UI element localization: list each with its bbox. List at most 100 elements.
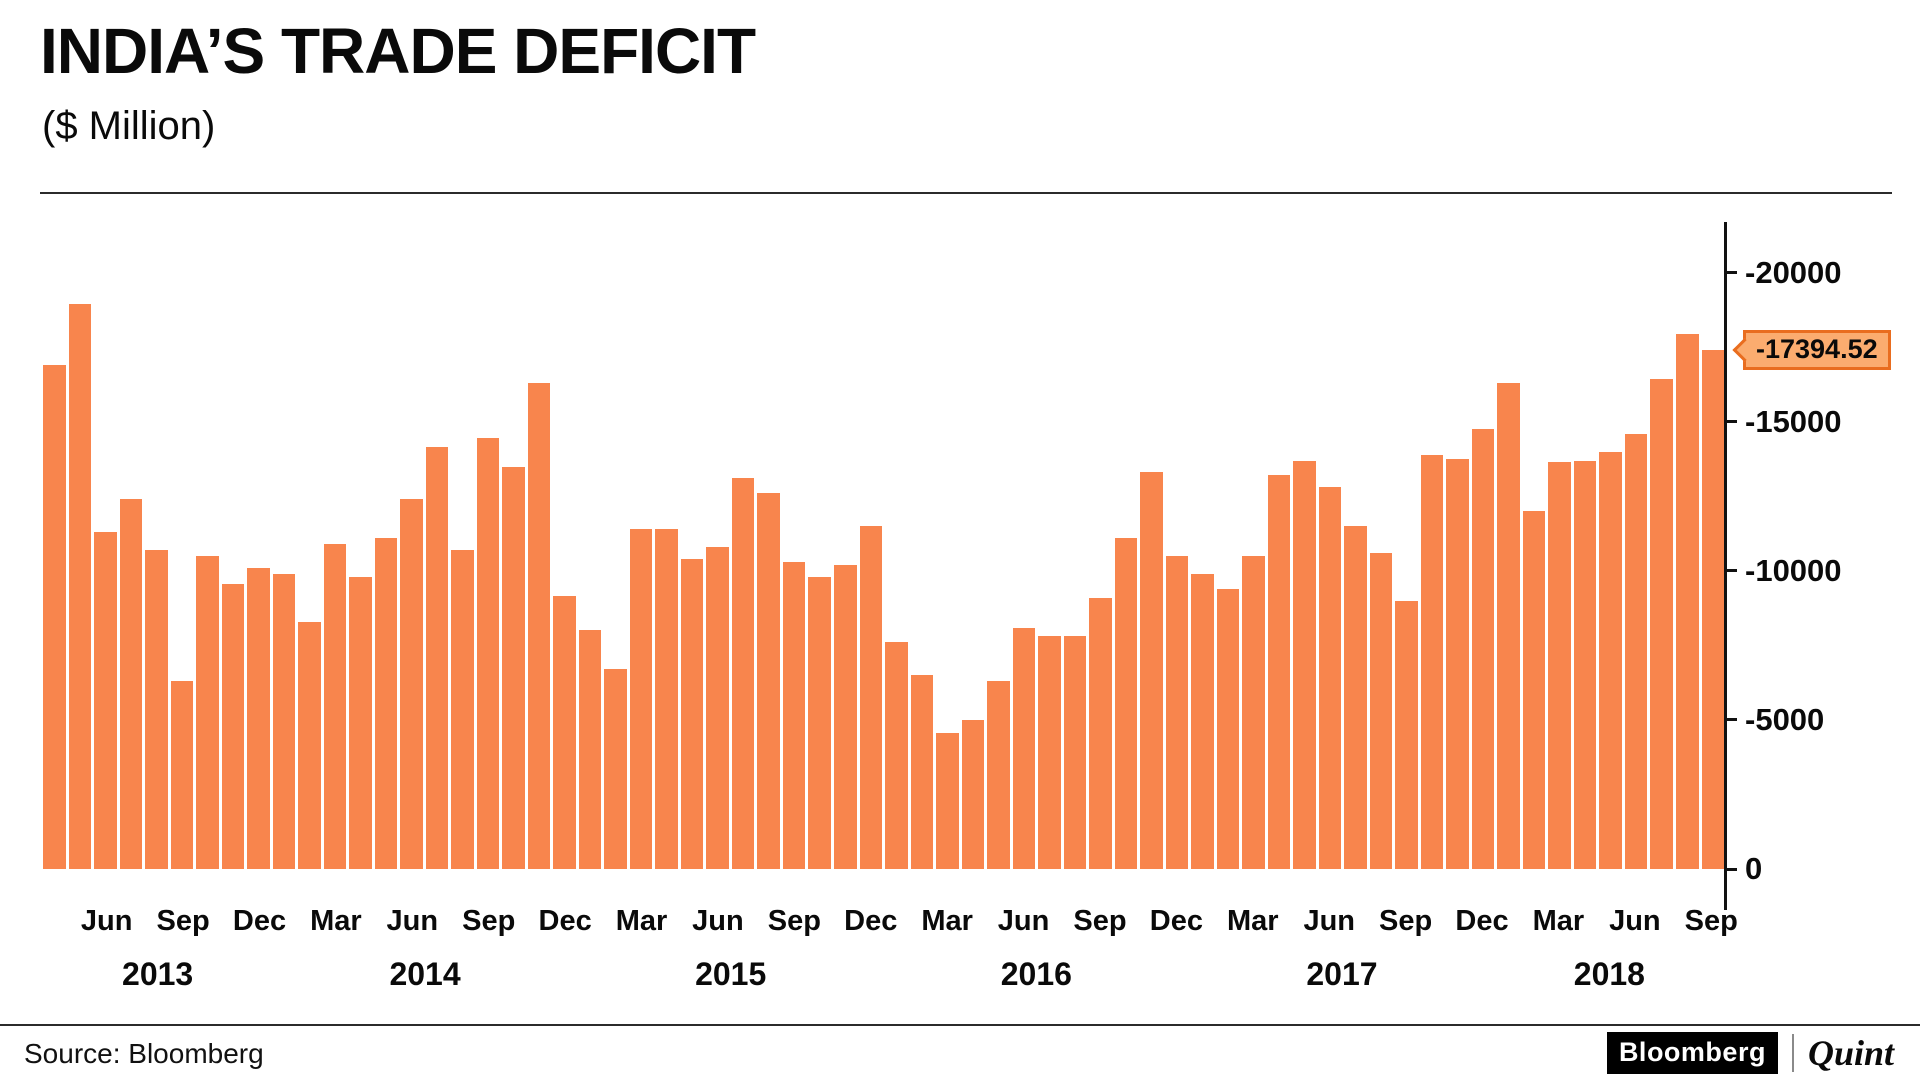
bar-jun-2016 bbox=[1012, 627, 1036, 869]
bars-container bbox=[43, 222, 1725, 869]
bar-feb-2018 bbox=[1522, 511, 1546, 869]
brand-logo: Bloomberg Quint bbox=[1606, 1032, 1894, 1074]
bar-apr-2018 bbox=[1573, 460, 1597, 869]
bar-jun-2015 bbox=[706, 547, 729, 869]
footer-divider bbox=[0, 1024, 1920, 1026]
x-tick-label-sep-2013: Sep bbox=[156, 905, 210, 937]
bar-feb-2016 bbox=[910, 675, 934, 869]
bar-jul-2013 bbox=[119, 499, 143, 869]
y-tick-mark bbox=[1727, 867, 1737, 871]
x-tick-label-dec-2016: Dec bbox=[1149, 905, 1203, 937]
y-tick-0: 0 bbox=[1727, 851, 1762, 887]
brand-bloomberg: Bloomberg bbox=[1606, 1032, 1778, 1074]
bar-oct-2017 bbox=[1420, 454, 1444, 869]
y-tick--15000: -15000 bbox=[1727, 404, 1842, 440]
bar-oct-2013 bbox=[196, 555, 219, 869]
x-tick-label-dec-2017: Dec bbox=[1455, 905, 1509, 937]
x-tick-label-mar-2014: Mar bbox=[310, 905, 362, 937]
year-labels: 2013 2014 2015 2016 2017 2018 bbox=[43, 956, 1724, 1000]
bar-aug-2013 bbox=[145, 549, 168, 869]
year-label-2015: 2015 bbox=[695, 956, 767, 992]
chart-subtitle: ($ Million) bbox=[42, 104, 216, 148]
bar-jan-2015 bbox=[578, 630, 602, 869]
bar-oct-2015 bbox=[808, 576, 831, 869]
y-tick-label: -20000 bbox=[1745, 254, 1842, 290]
year-label-2016: 2016 bbox=[1000, 956, 1072, 992]
bar-sep-2015 bbox=[782, 561, 806, 869]
bar-jul-2016 bbox=[1038, 636, 1061, 869]
x-tick-label-sep-2016: Sep bbox=[1073, 905, 1127, 937]
x-tick-label-sep-2014: Sep bbox=[462, 905, 516, 937]
x-tick-label-sep-2017: Sep bbox=[1379, 905, 1433, 937]
bar-nov-2016 bbox=[1140, 472, 1163, 869]
x-tick-label-jun-2016: Jun bbox=[997, 905, 1050, 937]
bar-jan-2014 bbox=[272, 573, 296, 869]
x-tick-label-dec-2015: Dec bbox=[844, 905, 898, 937]
bar-jun-2017 bbox=[1318, 487, 1342, 869]
bar-may-2015 bbox=[680, 558, 704, 869]
bar-may-2016 bbox=[987, 681, 1010, 869]
y-axis-labels: -17394.52 0 -5000 -10000 -15000 -20000 bbox=[1727, 222, 1917, 886]
y-tick-label: 0 bbox=[1745, 851, 1763, 886]
source-text: Source: Bloomberg bbox=[24, 1038, 264, 1069]
x-tick-label-dec-2014: Dec bbox=[538, 905, 592, 937]
year-label-2014: 2014 bbox=[389, 956, 461, 992]
bar-jul-2015 bbox=[731, 478, 755, 869]
x-tick-label-jun-2018: Jun bbox=[1609, 905, 1661, 937]
bar-mar-2017 bbox=[1242, 555, 1265, 869]
x-tick-label-jun-2014: Jun bbox=[386, 905, 439, 937]
bar-sep-2013 bbox=[170, 681, 194, 869]
bar-feb-2017 bbox=[1216, 588, 1240, 869]
year-label-2013: 2013 bbox=[122, 956, 194, 992]
x-tick-label-dec-2013: Dec bbox=[232, 905, 287, 937]
bar-apr-2017 bbox=[1267, 475, 1291, 869]
bar-aug-2015 bbox=[757, 493, 780, 869]
y-tick-mark bbox=[1727, 271, 1737, 275]
bar-dec-2017 bbox=[1471, 429, 1495, 869]
bar-sep-2018 bbox=[1701, 350, 1725, 869]
bar-nov-2015 bbox=[833, 564, 857, 869]
bar-mar-2018 bbox=[1548, 462, 1571, 869]
y-axis-line bbox=[1724, 222, 1727, 910]
y-tick-mark bbox=[1727, 569, 1737, 573]
brand-divider bbox=[1791, 1034, 1794, 1072]
bar-nov-2017 bbox=[1446, 459, 1469, 869]
x-tick-label-jun-2013: Jun bbox=[80, 905, 133, 937]
bar-sep-2014 bbox=[476, 438, 500, 869]
bar-nov-2013 bbox=[221, 584, 245, 869]
bar-aug-2018 bbox=[1676, 333, 1699, 869]
bar-may-2013 bbox=[68, 304, 92, 869]
y-tick--20000: -20000 bbox=[1727, 255, 1842, 291]
bar-jul-2018 bbox=[1650, 378, 1673, 869]
bar-oct-2014 bbox=[502, 466, 525, 869]
bar-dec-2014 bbox=[553, 596, 576, 869]
bar-apr-2014 bbox=[349, 576, 372, 869]
bar-mar-2014 bbox=[323, 544, 347, 869]
plot-area bbox=[43, 222, 1725, 869]
bar-jul-2014 bbox=[425, 447, 449, 869]
y-tick-mark bbox=[1727, 420, 1737, 424]
y-tick-label: -10000 bbox=[1745, 552, 1842, 588]
x-tick-label-mar-2018: Mar bbox=[1532, 905, 1585, 937]
bar-may-2014 bbox=[374, 538, 398, 869]
bar-mar-2016 bbox=[936, 733, 959, 869]
bar-dec-2015 bbox=[859, 526, 883, 869]
bar-jun-2018 bbox=[1624, 433, 1648, 869]
x-tick-label-mar-2016: Mar bbox=[921, 905, 973, 937]
y-tick-label: -5000 bbox=[1745, 701, 1825, 737]
bar-sep-2016 bbox=[1089, 597, 1112, 869]
bar-mar-2015 bbox=[629, 529, 653, 869]
y-tick--5000: -5000 bbox=[1727, 702, 1824, 738]
x-tick-label-mar-2017: Mar bbox=[1227, 905, 1279, 937]
bar-aug-2016 bbox=[1063, 636, 1087, 869]
chart-title: INDIA’S TRADE DEFICIT bbox=[40, 15, 756, 87]
bar-apr-2015 bbox=[655, 529, 678, 869]
bar-apr-2016 bbox=[961, 719, 985, 869]
bar-apr-2013 bbox=[43, 365, 66, 869]
y-tick-label: -15000 bbox=[1745, 403, 1842, 439]
bar-jan-2018 bbox=[1497, 383, 1520, 869]
x-ticks: Jun Sep Dec Mar Jun Sep Dec Mar Jun Sep Dec Mar Jun S… bbox=[43, 905, 1738, 945]
bar-may-2018 bbox=[1599, 451, 1622, 869]
bar-aug-2014 bbox=[451, 549, 474, 869]
